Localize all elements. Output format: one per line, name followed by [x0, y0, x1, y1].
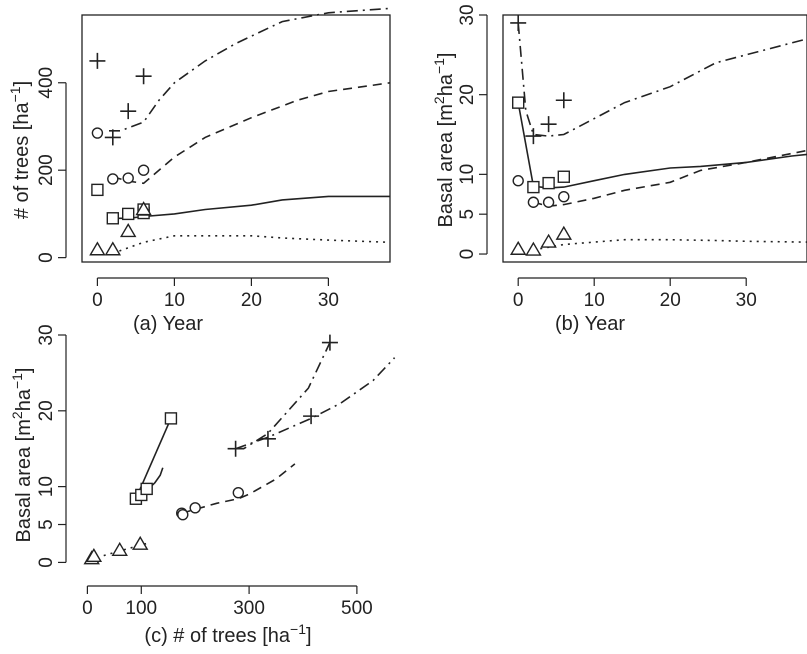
panel-b-y-tick-label: 20 [457, 84, 478, 105]
panel-c-y-tick-label: 0 [36, 557, 57, 568]
panel-a-circle-marker [122, 172, 134, 184]
panel-a-dashed-line [112, 82, 391, 185]
panel-c-circle-marker [232, 486, 245, 499]
panel-b-circle-marker [558, 190, 570, 203]
panel-c-x-axis-label: (c) # of trees [ha−1] [144, 621, 311, 647]
panel-c-x-tick-label: 0 [82, 598, 93, 619]
panel-b-triangle-marker [525, 241, 542, 256]
panel-a-triangle-marker [104, 241, 122, 256]
panel-c-dashdot-line [235, 357, 396, 450]
panel-a-plus-marker [135, 68, 152, 85]
panel-a-square-marker [91, 183, 104, 197]
panel-b-plus-marker [510, 14, 527, 31]
panel-b-triangle-marker [555, 225, 573, 240]
panel-a-square-marker [121, 207, 135, 221]
panel-b-square-marker [542, 176, 555, 190]
panel-a-circle-marker [137, 164, 150, 176]
panel-a-solid-line [112, 195, 390, 220]
panel-b-plus-marker [525, 128, 542, 145]
panel-b-y-tick-label: 0 [457, 249, 478, 260]
panel-b-triangle-marker [540, 233, 557, 248]
panel-a-y-tick-label: 400 [36, 67, 57, 99]
panel-c-y-axis-label: Basal area [m2ha−1] [9, 368, 35, 543]
panel-a-x-axis-label: (a) Year [133, 313, 203, 335]
panel-a-plus-marker [89, 52, 106, 69]
panel-c-x-tick-label: 500 [341, 598, 373, 619]
panel-c-triangle-marker [131, 535, 149, 550]
panel-a-triangle-marker [119, 223, 137, 238]
panel-b-plus-marker [540, 116, 557, 133]
panel-b-x-tick-label: 0 [513, 290, 524, 311]
panel-a-y-tick-label: 200 [36, 154, 57, 186]
panel-c-triangle-marker [85, 547, 103, 563]
panel-b-square-marker [527, 180, 540, 194]
panel-b-year-vs-basal-area: (b) Year Basal area [m2ha−1] 0 10 20 30 0 5 10… [431, 4, 807, 335]
panel-a-x-tick-label: 30 [318, 290, 339, 311]
panel-c-circle-marker [189, 502, 201, 514]
panel-a-triangle-marker [135, 201, 152, 216]
panel-c-square-marker [164, 412, 178, 425]
panel-a-y-axis-label: # of trees [ha−1] [7, 81, 33, 219]
panel-b-dotted-line [533, 238, 807, 251]
panel-c-y-tick-label: 5 [36, 519, 57, 530]
panel-c-plus-marker [259, 430, 276, 447]
panel-a-plus-marker [120, 103, 137, 120]
panel-a-triangle-marker [89, 241, 106, 256]
panel-a-x-tick-label: 0 [92, 290, 103, 311]
panel-a-y-tick-label: 0 [36, 252, 57, 263]
panel-b-y-axis-label: Basal area [m2ha−1] [431, 53, 457, 228]
panel-c-triangle-marker [111, 541, 128, 556]
panel-c-square-marker [140, 482, 153, 496]
panel-c-y-tick-label: 10 [36, 476, 57, 497]
panel-a-x-tick-label: 20 [241, 290, 262, 311]
panel-b-square-marker [557, 170, 570, 183]
panel-c-y-tick-label: 30 [36, 324, 57, 345]
panel-b-circle-marker [542, 196, 555, 208]
panel-a-square-marker [106, 212, 120, 225]
panel-b-dashdot-line [517, 22, 807, 137]
panel-b-y-tick-label: 5 [457, 209, 478, 220]
panel-b-plus-marker [555, 92, 572, 109]
panel-b-x-axis-label: (b) Year [555, 313, 625, 335]
panel-b-square-marker [512, 96, 525, 109]
panel-b-x-tick-label: 30 [736, 290, 757, 311]
panel-b-x-tick-label: 10 [584, 290, 605, 311]
panel-c-trees-vs-basal-area: (c) # of trees [ha−1] Basal area [m2ha−1… [9, 324, 396, 647]
panel-c-x-tick-label: 300 [233, 598, 265, 619]
panel-b-triangle-marker [509, 240, 527, 255]
panel-a-dotted-line [112, 235, 391, 255]
panel-a-circle-marker [107, 173, 119, 185]
panel-a-dashdot-line [109, 7, 391, 132]
panel-b-dashed-line [533, 149, 807, 208]
panel-a-year-vs-trees: (a) Year # of trees [ha−1] 0 10 20 30 0 200 40… [7, 7, 391, 335]
panel-b-plot-frame [502, 14, 807, 263]
panel-c-dashdot-line [235, 342, 331, 450]
panel-a-plot-frame [81, 14, 391, 263]
panel-c-y-tick-label: 20 [36, 400, 57, 421]
panel-b-circle-marker [512, 175, 524, 187]
panel-a-plus-marker [104, 129, 121, 146]
panel-c-circle-marker [177, 508, 189, 521]
panel-c-plus-marker [303, 408, 320, 425]
panel-a-circle-marker [91, 127, 104, 139]
panel-c-plus-marker [321, 334, 338, 351]
panel-b-y-tick-label: 10 [457, 164, 478, 185]
panel-b-x-tick-label: 20 [660, 290, 681, 311]
panel-c-plus-marker [227, 440, 244, 457]
panel-b-circle-marker [527, 196, 540, 208]
panel-c-x-tick-label: 100 [125, 598, 157, 619]
panel-a-x-tick-label: 10 [164, 290, 185, 311]
panel-b-y-tick-label: 30 [457, 4, 478, 25]
